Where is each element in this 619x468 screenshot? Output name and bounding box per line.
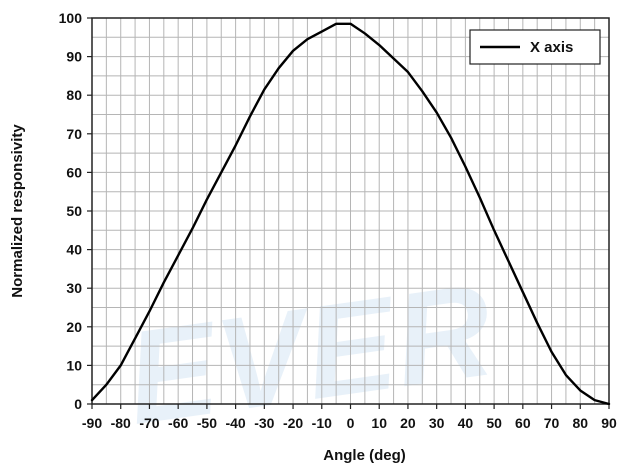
x-tick-label: 10 <box>371 415 387 431</box>
grid <box>91 17 610 405</box>
x-axis-title: Angle (deg) <box>323 447 406 464</box>
x-tick-label: 50 <box>486 415 502 431</box>
y-tick-label: 0 <box>74 396 82 412</box>
x-tick-label: -50 <box>197 415 217 431</box>
y-tick-label: 100 <box>59 10 83 26</box>
x-tick-label: -60 <box>168 415 188 431</box>
x-tick-label: 80 <box>572 415 588 431</box>
x-tick-label: 30 <box>429 415 445 431</box>
y-tick-label: 60 <box>66 164 82 180</box>
x-tick-label: -10 <box>312 415 332 431</box>
y-tick-label: 10 <box>66 357 82 373</box>
y-tick-label: 70 <box>66 126 82 142</box>
y-tick-label: 80 <box>66 87 82 103</box>
series-line-0 <box>90 22 611 406</box>
x-tick-label: 90 <box>601 415 617 431</box>
x-tick-label: -80 <box>111 415 131 431</box>
x-tick-label: -20 <box>283 415 303 431</box>
y-tick-label: 30 <box>66 280 82 296</box>
x-tick-label: 40 <box>458 415 474 431</box>
x-tick-label: -90 <box>82 415 102 431</box>
y-tick-label: 90 <box>66 49 82 65</box>
x-tick-label: -30 <box>254 415 274 431</box>
x-tick-label: 20 <box>400 415 416 431</box>
x-tick-label: -70 <box>139 415 159 431</box>
legend-label-0: X axis <box>530 39 573 56</box>
y-tick-label: 20 <box>66 319 82 335</box>
x-tick-label: 70 <box>544 415 560 431</box>
y-tick-label: 40 <box>66 242 82 258</box>
y-tick-label: 50 <box>66 203 82 219</box>
series-layer <box>90 22 611 406</box>
legend: X axis <box>469 29 601 65</box>
x-tick-label: 60 <box>515 415 531 431</box>
x-tick-label: -40 <box>225 415 245 431</box>
y-axis-title: Normalized responsivity <box>9 124 26 298</box>
axes: -90 -80 -70 -60 -50 -40 -30 -20 -10 0 10 20 30 40 50 60… <box>9 10 617 464</box>
x-tick-label: 0 <box>347 415 355 431</box>
